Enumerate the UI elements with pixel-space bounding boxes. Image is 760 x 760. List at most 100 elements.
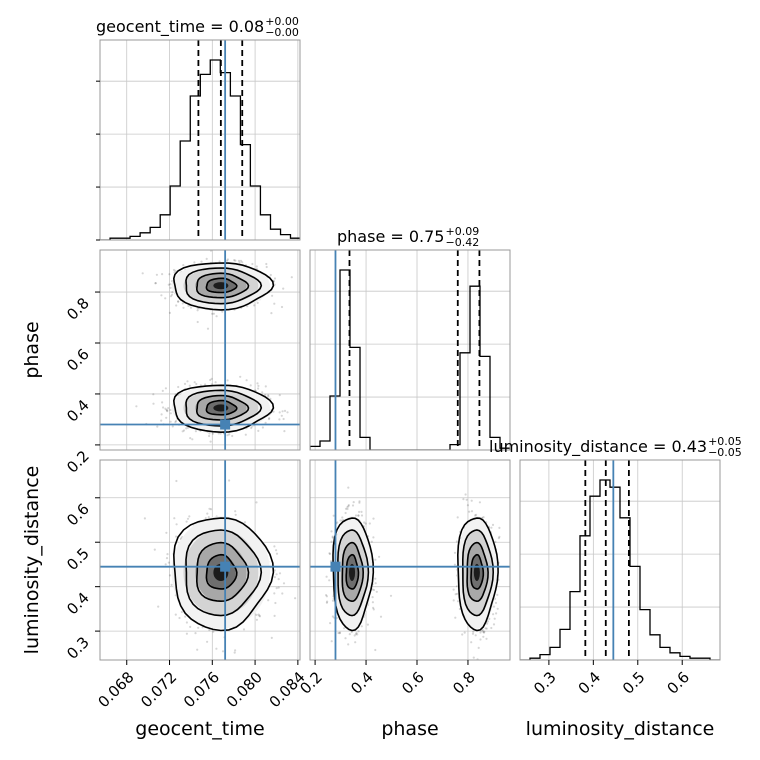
sample-point <box>465 498 468 501</box>
sample-point <box>256 382 259 385</box>
x-tick-label: 0.6 <box>398 668 428 698</box>
x-tick-label: 0.5 <box>619 668 649 698</box>
sample-point <box>245 379 248 382</box>
sample-point <box>258 614 261 617</box>
sample-point <box>372 608 375 611</box>
sample-point <box>354 514 358 517</box>
sample-point <box>470 641 473 644</box>
y-tick-label: 0.3 <box>63 633 93 663</box>
sample-point <box>185 520 188 523</box>
y-axis-label-phase: phase <box>21 321 43 378</box>
sample-point <box>168 311 171 314</box>
sample-point <box>374 648 377 652</box>
sample-point <box>481 628 484 632</box>
sample-point <box>462 498 465 501</box>
sample-point <box>161 401 164 404</box>
sample-point <box>496 593 499 597</box>
sample-point <box>273 302 276 305</box>
sample-point <box>378 555 381 558</box>
sample-point <box>165 408 168 411</box>
sample-point <box>485 627 488 630</box>
sample-point <box>208 628 211 632</box>
sample-point <box>277 586 280 589</box>
sample-point <box>221 310 224 313</box>
y-tick-label: 0.4 <box>63 396 93 426</box>
sample-point <box>183 382 187 385</box>
sample-point <box>225 259 229 262</box>
sample-point <box>195 382 198 386</box>
sample-point <box>478 501 481 504</box>
sample-point <box>389 594 393 597</box>
sample-point <box>234 259 237 262</box>
x-tick-label: 0.076 <box>180 668 223 711</box>
sample-point <box>454 616 457 619</box>
histogram-phase <box>310 269 510 450</box>
sample-point <box>472 630 475 633</box>
sample-point <box>483 630 486 633</box>
sample-point <box>164 297 167 300</box>
sample-point <box>347 505 350 508</box>
sample-point <box>169 283 172 286</box>
sample-point <box>169 295 173 298</box>
sample-point <box>167 407 170 410</box>
sample-point <box>325 594 328 597</box>
sample-point <box>360 625 363 628</box>
sample-point <box>206 512 209 515</box>
sample-point <box>196 648 199 651</box>
sample-point <box>273 576 276 579</box>
sample-point <box>294 597 297 600</box>
sample-point <box>274 601 277 605</box>
sample-point <box>455 540 458 543</box>
sample-point <box>458 607 461 611</box>
sample-point <box>379 615 383 618</box>
sample-point <box>161 389 164 392</box>
sample-point <box>166 409 169 412</box>
sample-point <box>328 552 331 555</box>
sample-point <box>332 514 335 517</box>
sample-point <box>175 535 178 538</box>
sample-point <box>374 582 377 585</box>
sample-point <box>255 501 258 504</box>
sample-point <box>357 630 360 633</box>
sample-point <box>273 592 276 595</box>
sample-point <box>226 434 229 437</box>
sample-point <box>239 375 242 378</box>
sample-point <box>472 656 475 659</box>
sample-point <box>352 501 355 504</box>
sample-point <box>194 632 197 635</box>
sample-point <box>482 630 485 634</box>
contour-line <box>205 553 238 590</box>
sample-point <box>492 605 496 608</box>
sample-point <box>281 592 284 595</box>
sample-point <box>470 499 473 502</box>
joint-panel-geocent_time-phase <box>100 250 300 450</box>
sample-point <box>331 536 334 539</box>
sample-point <box>181 302 184 305</box>
sample-point <box>267 394 270 397</box>
sample-point <box>200 260 203 263</box>
contour-line <box>185 389 263 427</box>
sample-point <box>461 633 464 636</box>
sample-point <box>242 628 246 631</box>
sample-point <box>273 569 276 572</box>
sample-point <box>282 582 286 585</box>
sample-point <box>330 530 333 533</box>
y-tick-label: 0.4 <box>63 589 93 619</box>
sample-point <box>255 265 258 268</box>
sample-point <box>154 282 157 285</box>
sample-point <box>174 613 177 616</box>
sample-point <box>156 425 159 428</box>
sample-point <box>491 523 495 527</box>
sample-point <box>484 627 487 630</box>
sample-point <box>214 381 217 384</box>
sample-point <box>234 510 237 513</box>
sample-point <box>169 408 172 412</box>
sample-point <box>347 486 350 489</box>
sample-point <box>177 385 180 389</box>
sample-point <box>268 417 271 420</box>
joint-frame-geocent_time-phase <box>99 249 301 451</box>
sample-point <box>363 521 366 524</box>
sample-point <box>494 601 498 605</box>
sample-point <box>189 306 193 309</box>
contour-line <box>172 517 275 632</box>
